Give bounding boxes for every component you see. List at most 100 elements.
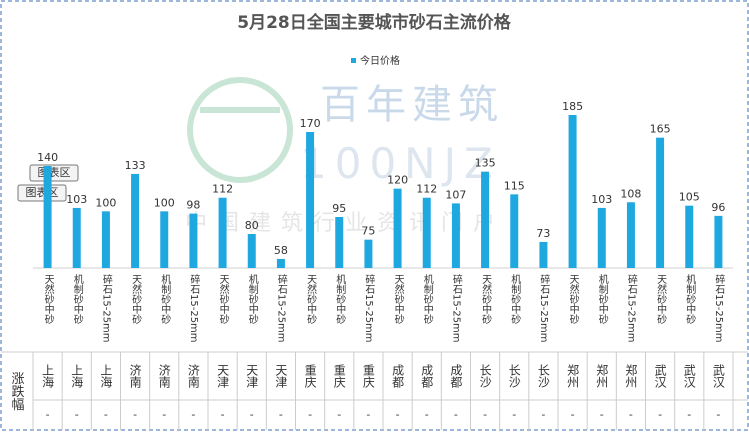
- x-tick-label: 机制砂中砂: [509, 273, 521, 325]
- city-label: 郑州: [566, 363, 580, 388]
- bar: [72, 207, 81, 268]
- bar: [597, 207, 606, 268]
- x-tick-label: 机制砂中砂: [159, 273, 171, 325]
- x-tick-label: 天然砂中砂: [130, 274, 142, 325]
- city-label: 济南: [157, 363, 171, 388]
- city-label: 长沙: [478, 364, 492, 388]
- data-label: 112: [416, 183, 437, 196]
- row-header: 涨跌幅: [9, 372, 25, 412]
- x-tick-label: 机制砂中砂: [684, 273, 696, 325]
- x-tick-label: 机制砂中砂: [596, 273, 608, 325]
- data-label: 170: [300, 117, 321, 130]
- change-value: -: [512, 408, 516, 421]
- change-value: -: [658, 408, 662, 421]
- change-value: -: [337, 408, 341, 421]
- city-label: 上海: [99, 364, 113, 388]
- legend-swatch: [351, 58, 356, 63]
- change-value: -: [191, 408, 195, 421]
- city-label: 重庆: [361, 364, 375, 388]
- x-tick-label: 天然砂中砂: [217, 274, 229, 325]
- tooltip-box: [17, 184, 67, 202]
- change-value: -: [687, 408, 691, 421]
- bar: [101, 211, 110, 268]
- bar: [43, 166, 52, 268]
- data-label: 98: [186, 199, 200, 212]
- bar: [364, 239, 373, 268]
- x-tick-label: 天然砂中砂: [567, 274, 579, 325]
- change-value: -: [571, 408, 575, 421]
- bar: [131, 173, 140, 268]
- bar: [451, 203, 460, 268]
- data-label: 108: [620, 187, 641, 200]
- bar: [247, 234, 256, 268]
- city-label: 成都: [449, 364, 463, 388]
- x-tick-label: 天然砂中砂: [655, 274, 667, 325]
- data-label: 80: [245, 219, 259, 232]
- x-tick-label: 机制砂中砂: [334, 273, 346, 325]
- city-label: 上海: [41, 364, 55, 388]
- bar: [626, 202, 635, 268]
- change-value: -: [454, 408, 458, 421]
- x-tick-label: 碎石15-25mm: [713, 273, 725, 343]
- data-label: 140: [37, 151, 58, 164]
- watermark-ring: [187, 77, 293, 183]
- x-tick-label: 机制砂中砂: [246, 273, 258, 325]
- data-label: 133: [125, 159, 146, 172]
- city-label: 成都: [391, 364, 405, 388]
- change-value: -: [104, 408, 108, 421]
- change-value: -: [308, 408, 312, 421]
- city-label: 重庆: [332, 364, 346, 388]
- data-label: 73: [536, 227, 550, 240]
- city-label: 成都: [420, 364, 434, 388]
- data-label: 112: [212, 183, 233, 196]
- data-label: 107: [445, 188, 466, 201]
- x-tick-label: 碎石15-25mm: [275, 273, 287, 343]
- bar: [714, 215, 723, 268]
- tooltip-text: 图表区: [38, 165, 71, 179]
- data-label: 95: [332, 202, 346, 215]
- city-label: 上海: [70, 364, 84, 388]
- bar: [481, 171, 490, 268]
- change-value: -: [46, 408, 50, 421]
- city-label: 天津: [216, 364, 230, 388]
- bar: [539, 241, 548, 268]
- bar: [160, 211, 169, 268]
- data-label: 165: [650, 123, 671, 136]
- bar: [189, 213, 198, 268]
- legend-label: 今日价格: [360, 54, 400, 67]
- city-label: 济南: [128, 363, 142, 388]
- city-label: 武汉: [711, 364, 725, 388]
- city-label: 武汉: [682, 364, 696, 388]
- bar: [306, 132, 315, 268]
- change-value: -: [75, 408, 79, 421]
- x-tick-label: 碎石15-25mm: [625, 273, 637, 343]
- data-label: 135: [475, 157, 496, 170]
- change-value: -: [396, 408, 400, 421]
- bar: [335, 217, 344, 268]
- bar: [568, 115, 577, 268]
- data-label: 103: [591, 193, 612, 206]
- bar: [422, 197, 431, 268]
- city-label: 长沙: [536, 364, 550, 388]
- x-tick-label: 天然砂中砂: [480, 274, 492, 325]
- data-label: 115: [504, 179, 525, 192]
- city-label: 天津: [274, 364, 288, 388]
- change-value: -: [221, 408, 225, 421]
- city-label: 郑州: [595, 363, 609, 388]
- data-label: 103: [66, 193, 87, 206]
- change-value: -: [279, 408, 283, 421]
- bar: [393, 188, 402, 268]
- change-value: -: [133, 408, 137, 421]
- bar: [656, 137, 665, 268]
- x-tick-label: 天然砂中砂: [305, 274, 317, 325]
- city-label: 济南: [186, 363, 200, 388]
- watermark-code: 100NJZ: [300, 139, 501, 188]
- watermark-logo: 百年建筑: [320, 82, 504, 128]
- data-label: 100: [95, 196, 116, 209]
- x-tick-label: 碎石15-25mm: [188, 273, 200, 343]
- change-value: -: [162, 408, 166, 421]
- change-value: -: [483, 408, 487, 421]
- data-label: 100: [154, 196, 175, 209]
